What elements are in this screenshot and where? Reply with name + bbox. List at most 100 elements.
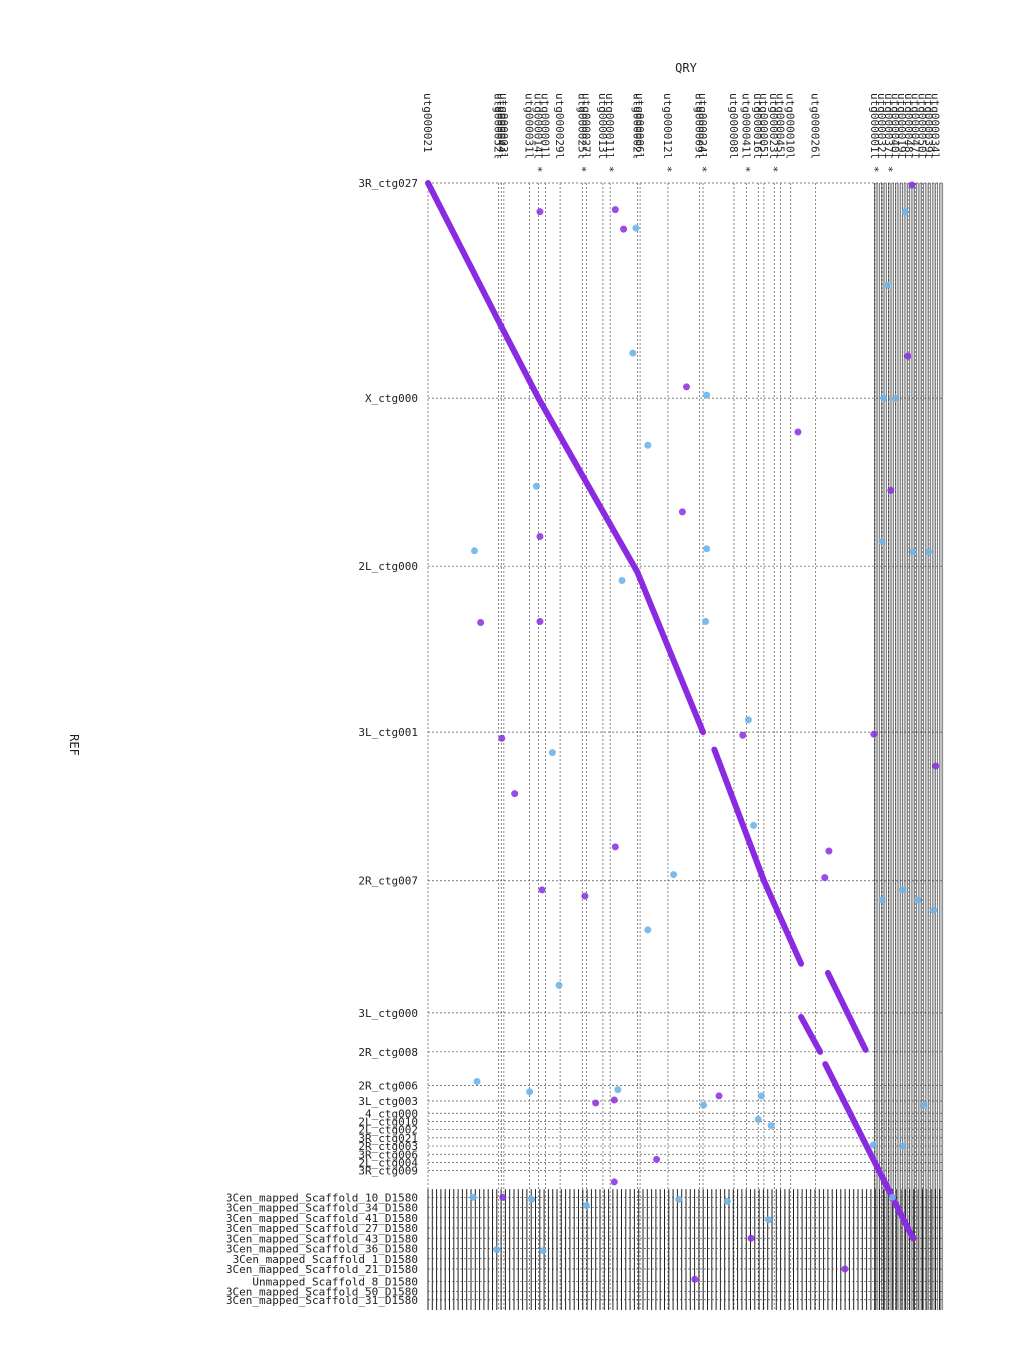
x-tick-label: utg000006l — [633, 93, 646, 159]
x-tick-label: utg000021 — [421, 93, 434, 153]
x-tick-label: utg000008l — [727, 93, 740, 159]
reverse-alignment-point — [878, 538, 886, 546]
x-tick-label: utg000024l * — [696, 93, 709, 172]
forward-alignment-point — [536, 532, 544, 540]
x-tick-label: utg000023l * — [767, 93, 780, 172]
reverse-alignment-point — [744, 716, 752, 724]
forward-alignment-point — [904, 352, 912, 360]
reverse-alignment-point — [703, 391, 711, 399]
y-tick-label: 3Cen_mapped_Scaffold_27_D1580 — [226, 1222, 418, 1235]
forward-alignment-point — [511, 790, 519, 798]
grid-lines — [427, 182, 944, 1310]
forward-alignment-point — [739, 731, 747, 739]
reverse-alignment-point — [493, 1246, 501, 1254]
reverse-alignment-point — [901, 208, 909, 216]
reverse-alignment-point — [629, 349, 637, 357]
x-tick-label: utg000026l — [809, 93, 822, 159]
x-tick-label: utg000001l — [539, 93, 552, 159]
reverse-alignment-point — [532, 482, 540, 490]
forward-alignment-segment — [760, 877, 805, 967]
forward-alignment-point — [610, 1178, 618, 1186]
y-tick-label: 3Cen_mapped_Scaffold_34_D1580 — [226, 1202, 418, 1215]
reverse-alignment-point — [703, 545, 711, 553]
reverse-alignment-point — [618, 577, 626, 585]
forward-alignment-point — [825, 847, 833, 855]
x-tick-label: utg000009l — [692, 93, 705, 159]
forward-alignment-segment — [425, 180, 505, 330]
x-tick-label: utg000032l — [875, 93, 888, 159]
y-tick-labels: 3R_ctg027 X_ctg000 2L_ctg000 3L_ctg001 2R_ct… — [226, 177, 418, 1307]
forward-alignment-segment — [711, 746, 767, 884]
x-tick-label: utg000003l — [497, 93, 510, 159]
reverse-alignment-point — [888, 1193, 896, 1201]
y-tick-label: 2R_ctg007 — [358, 875, 418, 888]
y-tick-label: 3Cen_mapped_Scaffold_50_D1580 — [226, 1286, 418, 1299]
y-tick-label: 3R_ctg006 — [358, 1148, 418, 1161]
forward-alignment-segment — [498, 323, 542, 402]
forward-alignment-point — [821, 874, 829, 882]
reverse-alignment-point — [891, 394, 899, 402]
reverse-alignment-point — [767, 1122, 775, 1130]
reverse-alignment-point — [670, 871, 678, 879]
y-tick-label: 3Cen_mapped_Scaffold_21_D1580 — [226, 1263, 418, 1276]
x-tick-label: utg000044l — [494, 93, 507, 159]
forward-alignment-point — [611, 843, 619, 851]
reverse-alignment-point — [754, 1115, 762, 1123]
y-tick-label: 2R_ctg003 — [358, 1140, 418, 1153]
y-tick-label: 2L_ctg000 — [358, 560, 418, 573]
reverse-alignment-point — [925, 548, 933, 556]
x-tick-label: utg000016l — [751, 93, 764, 159]
x-tick-label: utg000011l * — [603, 93, 616, 172]
reverse-alignment-point — [757, 1092, 765, 1100]
reverse-alignment-point — [723, 1197, 731, 1205]
y-tick-label: 3R_ctg021 — [358, 1132, 418, 1145]
reverse-alignment-point — [528, 1195, 536, 1203]
forward-alignment-point — [581, 892, 589, 900]
forward-alignment-point — [715, 1092, 723, 1100]
x-tick-label: utg000010l — [784, 93, 797, 159]
y-axis-label: REF — [67, 734, 81, 756]
x-tick-label: utg000029l — [553, 93, 566, 159]
x-tick-label: utg000012l * — [661, 93, 674, 172]
x-tick-label: utg000019l — [895, 93, 908, 159]
reverse-alignment-point — [899, 886, 907, 894]
forward-alignment-segment — [822, 1061, 917, 1242]
reverse-alignment-point — [526, 1088, 534, 1096]
x-tick-label: utg000034l — [929, 93, 942, 159]
forward-alignment-point — [499, 1193, 507, 1201]
reverse-alignment-point — [750, 821, 758, 829]
forward-alignment-segment — [824, 969, 869, 1053]
x-tick-label: utg000039l — [922, 93, 935, 159]
x-tick-label: utg000031l — [523, 93, 536, 159]
forward-alignment-point — [536, 618, 544, 626]
forward-alignment-point — [653, 1155, 661, 1163]
forward-alignment-point — [887, 486, 895, 494]
y-tick-label: 3Cen_mapped_Scaffold_41_D1580 — [226, 1212, 418, 1225]
forward-alignment-point — [611, 206, 619, 214]
reverse-alignment-point — [644, 441, 652, 449]
y-tick-label: Unmapped_Scaffold_8_D1580 — [252, 1275, 418, 1288]
reverse-alignment-point — [470, 547, 478, 555]
reverse-alignment-point — [899, 1142, 907, 1150]
forward-alignment-point — [747, 1234, 755, 1242]
y-tick-label: 3Cen_mapped_Scaffold_1_D1580 — [233, 1253, 418, 1266]
reverse-alignment-point — [675, 1195, 683, 1203]
y-tick-label: 4_ctg000 — [365, 1107, 418, 1120]
forward-alignment-point — [620, 225, 628, 233]
reverse-alignment-point — [700, 1101, 708, 1109]
x-tick-label: utg000001l * — [868, 93, 881, 172]
x-tick-label: utg000025l * — [575, 93, 588, 172]
y-tick-label: 2L_ctg004 — [358, 1156, 418, 1169]
x-tick-label: utg000013l — [596, 93, 609, 159]
reverse-alignment-point — [914, 896, 922, 904]
y-tick-label: X_ctg000 — [365, 392, 418, 405]
reverse-alignment-point — [702, 618, 710, 626]
alignment-marks — [425, 180, 940, 1283]
forward-alignment-point — [477, 619, 485, 627]
reverse-alignment-point — [555, 981, 563, 989]
y-tick-label: 3Cen_mapped_Scaffold_36_D1580 — [226, 1243, 418, 1256]
x-tick-label: utg000005l — [757, 93, 770, 159]
reverse-alignment-point — [883, 281, 891, 289]
